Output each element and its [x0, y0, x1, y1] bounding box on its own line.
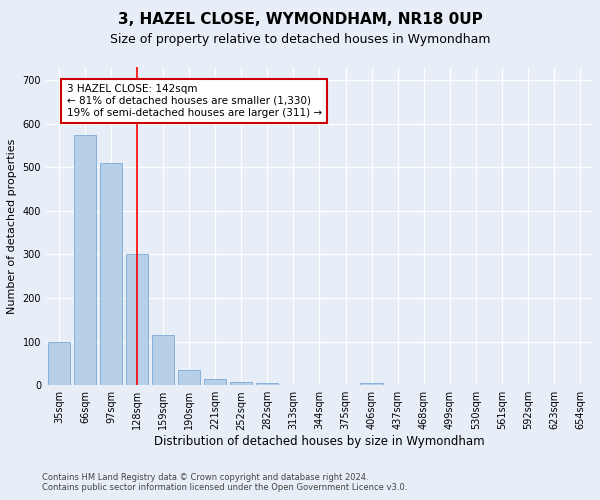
Y-axis label: Number of detached properties: Number of detached properties [7, 138, 17, 314]
Text: 3, HAZEL CLOSE, WYMONDHAM, NR18 0UP: 3, HAZEL CLOSE, WYMONDHAM, NR18 0UP [118, 12, 482, 28]
Bar [361, 383, 383, 385]
Bar [230, 382, 253, 385]
Bar [48, 342, 70, 385]
Text: 3 HAZEL CLOSE: 142sqm
← 81% of detached houses are smaller (1,330)
19% of semi-d: 3 HAZEL CLOSE: 142sqm ← 81% of detached … [67, 84, 322, 117]
Text: Contains HM Land Registry data © Crown copyright and database right 2024.: Contains HM Land Registry data © Crown c… [42, 474, 368, 482]
Bar [178, 370, 200, 385]
Bar [152, 335, 174, 385]
Bar [74, 134, 96, 385]
Bar [100, 163, 122, 385]
X-axis label: Distribution of detached houses by size in Wymondham: Distribution of detached houses by size … [154, 435, 485, 448]
Bar [256, 383, 278, 385]
Text: Size of property relative to detached houses in Wymondham: Size of property relative to detached ho… [110, 32, 490, 46]
Bar [126, 254, 148, 385]
Bar [204, 378, 226, 385]
Text: Contains public sector information licensed under the Open Government Licence v3: Contains public sector information licen… [42, 484, 407, 492]
